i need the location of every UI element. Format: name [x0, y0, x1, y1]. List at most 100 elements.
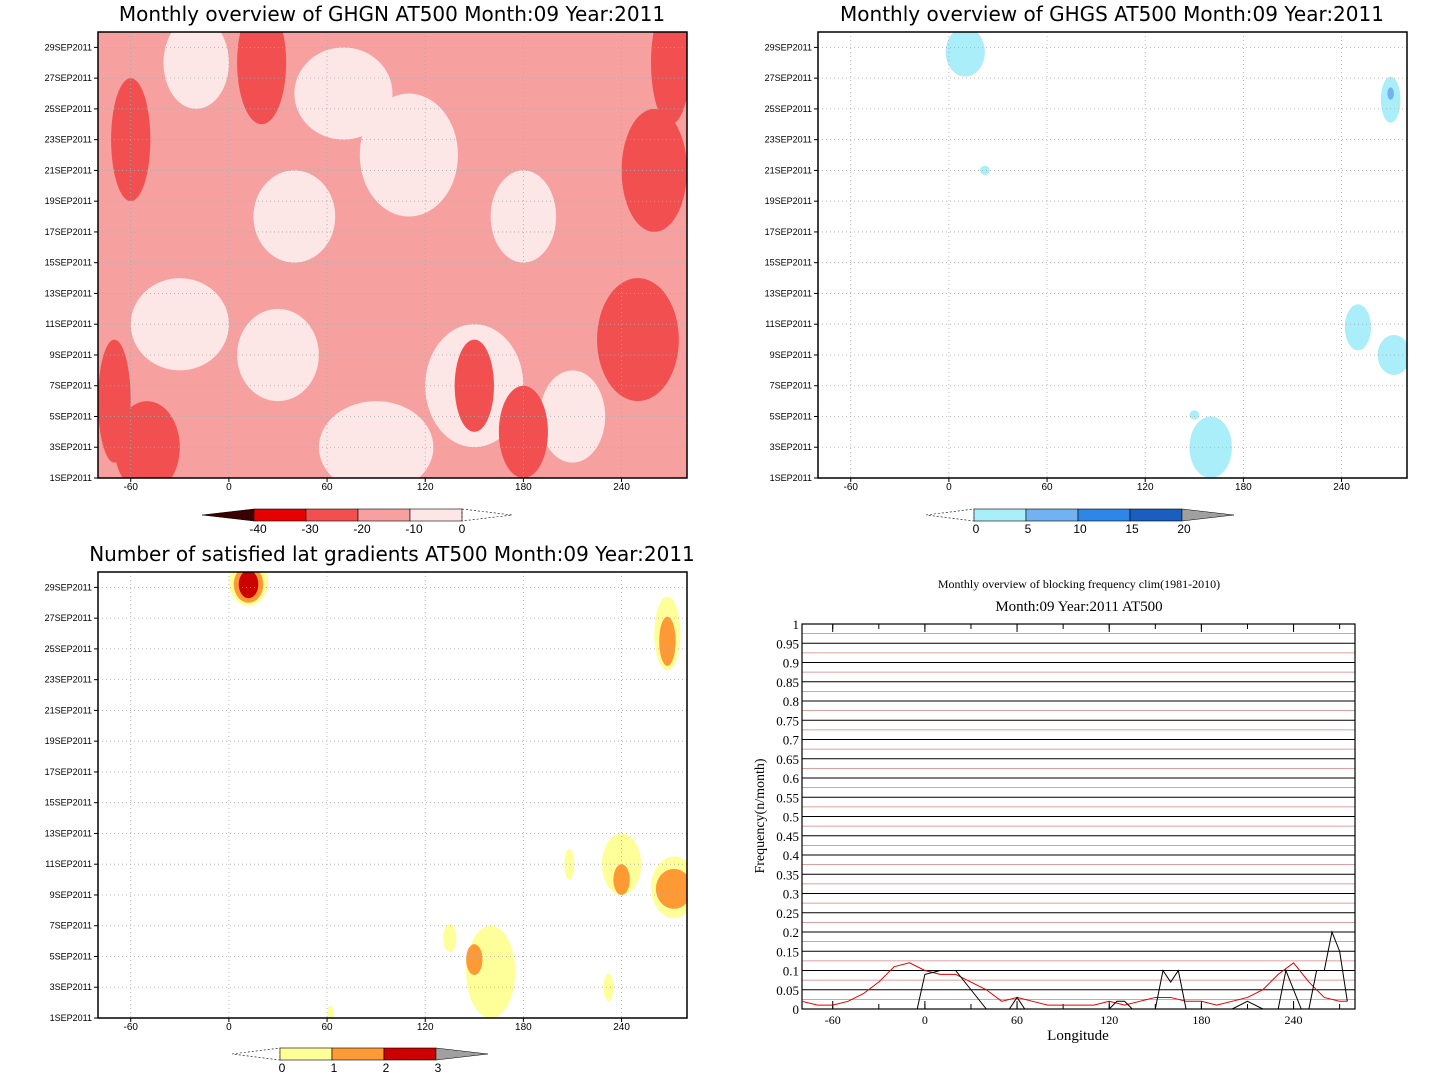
colorbar: -40 -30 -20 -10 0	[201, 508, 513, 536]
x-tick-label: 60	[321, 1022, 333, 1033]
colorbar-label: 1	[331, 1061, 338, 1075]
plot-frame	[97, 571, 688, 1019]
y-tick-label: 7SEP2011	[770, 381, 812, 391]
x-axis-label: Longitude	[1047, 1028, 1109, 1044]
y-tick-label: 29SEP2011	[45, 582, 92, 592]
region-level-2-blob	[655, 868, 687, 909]
x-tick-label: 180	[515, 482, 532, 493]
y-tick-label: 5SEP2011	[50, 951, 92, 961]
colorbar-box	[1129, 508, 1183, 522]
y-tick-label: 0.05	[776, 983, 799, 998]
y-tick-label: 9SEP2011	[50, 890, 92, 900]
y-tick-label: 7SEP2011	[50, 921, 92, 931]
colorbar-extend-low-empty	[925, 508, 975, 522]
region-level-5-blob	[1377, 334, 1407, 375]
y-tick-label: 11SEP2011	[45, 859, 92, 869]
x-tick-label: 0	[226, 482, 232, 493]
y-tick-label: 0.45	[776, 829, 799, 844]
y-tick-label: 0.75	[776, 713, 799, 728]
colorbar-box	[409, 508, 463, 522]
y-tick-label: 19SEP2011	[765, 196, 812, 206]
colorbar-box	[305, 508, 359, 522]
x-tick-label: 0	[922, 1013, 928, 1027]
y-tick-label: 17SEP2011	[45, 227, 92, 237]
colorbar-extend-high	[1181, 508, 1235, 522]
region-level-neg30-blob	[651, 32, 687, 125]
region-level-neg30-blob	[237, 32, 287, 125]
x-tick-label: -60	[825, 1013, 841, 1027]
series-line-2	[802, 930, 1348, 1010]
y-tick-label: 7SEP2011	[50, 381, 92, 391]
x-tick-label: -60	[123, 1022, 138, 1033]
y-tick-label: 27SEP2011	[45, 73, 92, 83]
y-tick-label: 0.2	[783, 925, 799, 940]
y-tick-label: 15SEP2011	[45, 798, 92, 808]
colorbar-label: 5	[1025, 522, 1032, 536]
y-tick-label: 0.4	[783, 848, 800, 863]
colorbar-box	[279, 1047, 333, 1061]
y-axis-label: Frequency(n/month)	[753, 758, 768, 873]
colorbar-extend-low-empty	[231, 1047, 281, 1061]
region-level-5-blob	[1344, 304, 1372, 351]
y-tick-label: 0	[793, 1002, 800, 1017]
region-level-neg10-blob	[359, 93, 458, 217]
chart-title: Monthly overview of blocking frequency c…	[938, 577, 1220, 591]
y-tick-label: 23SEP2011	[45, 135, 92, 145]
y-tick-label: 0.65	[776, 752, 799, 767]
y-tick-label: 0.85	[776, 675, 799, 690]
region-level-neg10-blob	[318, 401, 434, 478]
contour-panel-3: Number of satisfied lat gradients AT500 …	[45, 542, 695, 1075]
x-tick-label: 180	[515, 1022, 532, 1033]
y-tick-label: 21SEP2011	[45, 705, 92, 715]
region-level-neg30-blob	[597, 278, 679, 402]
colorbar-box	[253, 508, 307, 522]
y-tick-label: 23SEP2011	[45, 675, 92, 685]
colorbar-label: 2	[383, 1061, 390, 1075]
x-tick-label: 60	[1041, 482, 1053, 493]
region-level-neg10-blob	[294, 47, 393, 140]
region-level-neg30-blob	[498, 385, 548, 478]
plot-background	[98, 572, 687, 1018]
y-tick-label: 29SEP2011	[765, 42, 812, 52]
region-level-2-blob	[659, 616, 676, 666]
colorbar-label: 0	[973, 522, 980, 536]
colorbar-extend-high	[435, 1047, 489, 1061]
y-tick-label: 0.5	[783, 810, 799, 825]
y-tick-label: 1	[793, 617, 800, 632]
x-tick-label: 0	[226, 1022, 232, 1033]
region-level-neg10-blob	[130, 278, 229, 371]
region-level-3-blob	[238, 572, 259, 599]
y-tick-label: 13SEP2011	[45, 288, 92, 298]
x-tick-label: 120	[417, 1022, 434, 1033]
region-level-5-blob	[945, 32, 985, 77]
colorbar-box	[357, 508, 411, 522]
plot-frame	[97, 31, 688, 479]
colorbar-label: 0	[459, 522, 466, 536]
y-tick-label: 27SEP2011	[765, 73, 812, 83]
chart-title: Number of satisfied lat gradients AT500 …	[89, 542, 695, 566]
y-tick-label: 0.55	[776, 790, 799, 805]
x-tick-label: 120	[417, 482, 434, 493]
y-tick-label: 0.9	[783, 656, 799, 671]
y-tick-label: 5SEP2011	[50, 411, 92, 421]
region-level-5-blob	[1380, 76, 1401, 123]
x-tick-label: -60	[843, 482, 858, 493]
colorbar-label: -20	[353, 522, 371, 536]
y-tick-label: 25SEP2011	[45, 644, 92, 654]
y-tick-label: 13SEP2011	[45, 828, 92, 838]
y-tick-label: 9SEP2011	[770, 350, 812, 360]
line-chart-panel: Monthly overview of blocking frequency c…	[753, 577, 1356, 1044]
region-level-2-blob	[466, 944, 483, 975]
y-tick-label: 15SEP2011	[45, 258, 92, 268]
colorbar-extend-high-empty	[461, 508, 513, 522]
y-tick-label: 1SEP2011	[50, 473, 92, 483]
y-tick-label: 27SEP2011	[45, 613, 92, 623]
y-tick-label: 5SEP2011	[770, 411, 812, 421]
y-tick-label: 17SEP2011	[45, 767, 92, 777]
y-tick-label: 0.35	[776, 867, 799, 882]
x-tick-label: 0	[946, 482, 952, 493]
region-level-neg10-blob	[539, 370, 606, 463]
y-tick-label: 1SEP2011	[770, 473, 812, 483]
y-tick-label: 0.3	[783, 887, 799, 902]
